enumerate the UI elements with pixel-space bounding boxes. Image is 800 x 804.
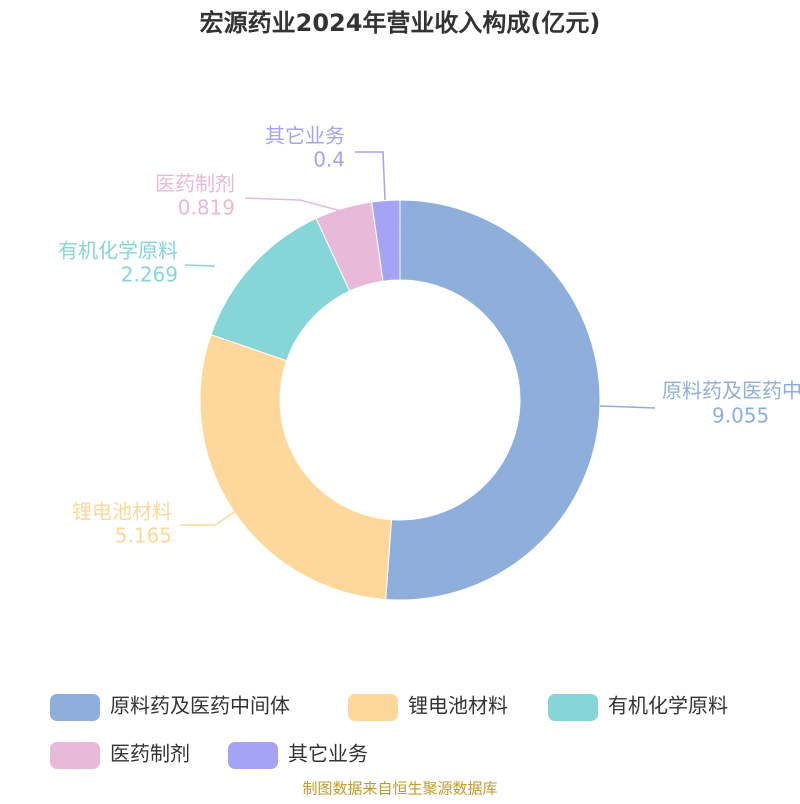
legend-swatch <box>50 694 100 721</box>
slice-label: 原料药及医药中间体 <box>662 379 800 403</box>
slice-value: 0.4 <box>313 148 345 172</box>
slice-label: 有机化学原料 <box>58 239 178 263</box>
slice-value: 5.165 <box>115 524 172 548</box>
slice-value: 0.819 <box>178 196 235 220</box>
leader-line <box>355 151 386 201</box>
slice-label: 其它业务 <box>265 124 345 148</box>
legend-swatch <box>228 742 278 769</box>
legend-label: 有机化学原料 <box>608 694 728 718</box>
legend-label: 原料药及医药中间体 <box>110 694 290 718</box>
legend-label: 锂电池材料 <box>408 694 508 718</box>
source-note: 制图数据来自恒生聚源数据库 <box>302 780 497 798</box>
legend-swatch <box>348 694 398 721</box>
leader-line <box>180 504 246 526</box>
leader-line <box>599 405 656 409</box>
chart-title: 宏源药业2024年营业收入构成(亿元) <box>200 9 601 37</box>
slice-label: 医药制剂 <box>155 172 235 196</box>
slice-value: 2.269 <box>121 263 178 287</box>
slice-label: 锂电池材料 <box>72 500 172 524</box>
legend-swatch <box>548 694 598 721</box>
donut-slice <box>385 199 601 601</box>
leader-line <box>244 197 346 213</box>
legend-label: 医药制剂 <box>110 742 190 766</box>
leader-line <box>184 264 216 267</box>
legend-swatch <box>50 742 100 769</box>
donut-slice <box>371 199 401 282</box>
slice-value: 9.055 <box>712 404 769 428</box>
donut-slice <box>199 333 392 601</box>
legend-label: 其它业务 <box>288 742 368 766</box>
